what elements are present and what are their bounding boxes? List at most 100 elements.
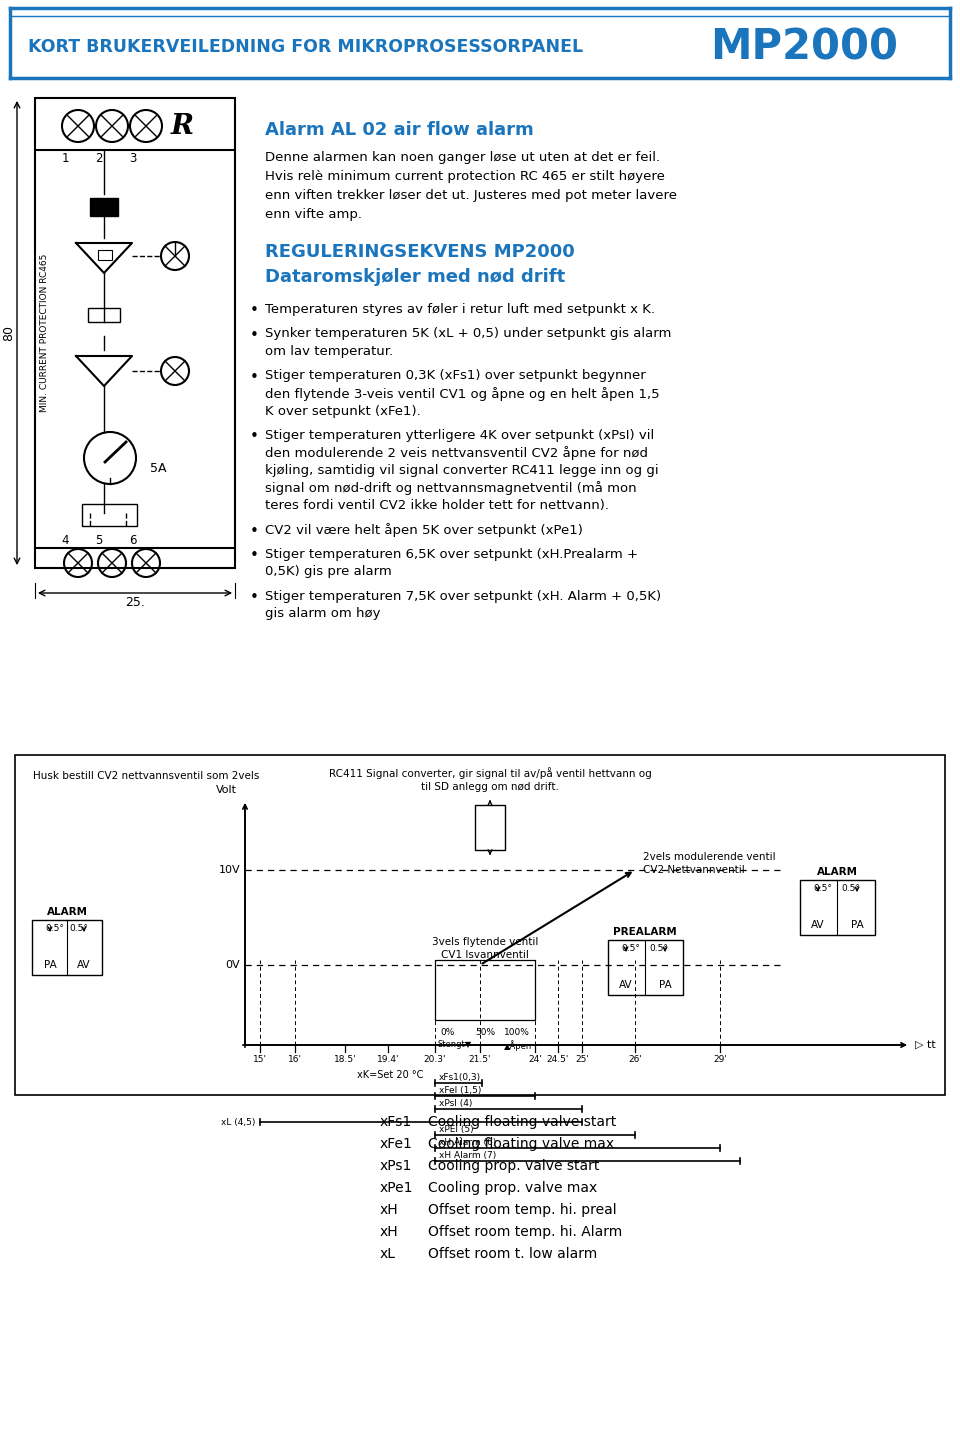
Bar	[82, 504, 137, 526]
Text: 29': 29'	[713, 1055, 727, 1063]
Text: xFe1: xFe1	[380, 1137, 413, 1151]
Text: 0.5°: 0.5°	[813, 884, 832, 892]
Text: 1: 1	[61, 151, 69, 164]
Text: 3vels flytende ventil: 3vels flytende ventil	[432, 937, 539, 947]
Text: Stiger temperaturen 0,3K (xFs1) over setpunkt begynner: Stiger temperaturen 0,3K (xFs1) over set…	[265, 369, 646, 382]
Text: 6: 6	[130, 535, 136, 547]
Bar	[90, 198, 118, 216]
Bar	[15, 754, 945, 1095]
Text: Stiger temperaturen 7,5K over setpunkt (xH. Alarm + 0,5K): Stiger temperaturen 7,5K over setpunkt (…	[265, 591, 661, 604]
Text: 0.5°: 0.5°	[650, 944, 668, 953]
Text: PREALARM: PREALARM	[613, 927, 677, 937]
Text: Volt: Volt	[216, 785, 237, 795]
Text: •: •	[250, 303, 259, 318]
Text: 24.5': 24.5'	[547, 1055, 569, 1063]
Text: enn vifte amp.: enn vifte amp.	[265, 208, 362, 221]
Text: ▲Åpen: ▲Åpen	[504, 1040, 532, 1050]
Text: xPsI (4): xPsI (4)	[439, 1099, 472, 1108]
Bar	[475, 805, 505, 851]
Text: AV: AV	[811, 920, 825, 930]
Text: 25': 25'	[575, 1055, 588, 1063]
Text: xH Alarm (7): xH Alarm (7)	[439, 1151, 496, 1160]
Text: ▷ tt: ▷ tt	[915, 1040, 936, 1050]
Text: 3: 3	[130, 151, 136, 164]
Text: 100%: 100%	[504, 1027, 530, 1038]
Text: 24': 24'	[528, 1055, 541, 1063]
Text: •: •	[250, 523, 259, 539]
Text: xK=Set 20 °C: xK=Set 20 °C	[357, 1071, 423, 1081]
Text: 0.5°: 0.5°	[842, 884, 860, 892]
Text: MP2000: MP2000	[710, 26, 898, 68]
Text: PA: PA	[659, 980, 671, 990]
Text: 16': 16'	[288, 1055, 302, 1063]
Text: den modulerende 2 veis nettvansventil CV2 åpne for nød: den modulerende 2 veis nettvansventil CV…	[265, 447, 648, 460]
Bar	[35, 98, 235, 568]
Text: 0.5°: 0.5°	[69, 924, 88, 933]
Text: Stengt▼: Stengt▼	[438, 1040, 472, 1049]
Text: CV2 vil være helt åpen 5K over setpunkt (xPe1): CV2 vil være helt åpen 5K over setpunkt …	[265, 523, 583, 537]
Text: gis alarm om høy: gis alarm om høy	[265, 608, 380, 621]
Text: 80: 80	[3, 325, 15, 341]
Bar	[32, 920, 102, 974]
Text: om lav temperatur.: om lav temperatur.	[265, 345, 394, 358]
Text: CV1 Isvannventil: CV1 Isvannventil	[441, 950, 529, 960]
Text: 50%: 50%	[475, 1027, 495, 1038]
Text: xL: xL	[380, 1247, 396, 1262]
Text: AV: AV	[619, 980, 633, 990]
Text: Offset room t. low alarm: Offset room t. low alarm	[428, 1247, 597, 1262]
Text: 0.5°: 0.5°	[45, 924, 64, 933]
Text: ALARM: ALARM	[46, 907, 87, 917]
Text: •: •	[250, 328, 259, 342]
Text: Denne alarmen kan noen ganger løse ut uten at det er feil.: Denne alarmen kan noen ganger løse ut ut…	[265, 151, 660, 164]
Text: xFs1(0,3): xFs1(0,3)	[439, 1073, 481, 1082]
Text: xPEl (5): xPEl (5)	[439, 1125, 473, 1134]
Text: 10V: 10V	[218, 865, 240, 875]
Text: Husk bestill CV2 nettvannsventil som 2vels: Husk bestill CV2 nettvannsventil som 2ve…	[33, 772, 259, 780]
Text: 4: 4	[61, 535, 69, 547]
Text: •: •	[250, 430, 259, 444]
Text: CV2 Nettvannventil: CV2 Nettvannventil	[643, 865, 745, 875]
Text: 2: 2	[95, 151, 103, 164]
Text: 15': 15'	[253, 1055, 267, 1063]
Text: til SD anlegg om nød drift.: til SD anlegg om nød drift.	[421, 782, 559, 792]
Text: Dataromskjøler med nød drift: Dataromskjøler med nød drift	[265, 267, 565, 286]
Text: 5: 5	[95, 535, 103, 547]
Bar	[435, 960, 535, 1020]
Text: xFs1: xFs1	[380, 1115, 412, 1129]
Text: K over setpunkt (xFe1).: K over setpunkt (xFe1).	[265, 404, 420, 418]
Text: ALARM: ALARM	[817, 867, 857, 877]
Text: Offset room temp. hi. preal: Offset room temp. hi. preal	[428, 1203, 616, 1217]
Text: Synker temperaturen 5K (xL + 0,5) under setpunkt gis alarm: Synker temperaturen 5K (xL + 0,5) under …	[265, 328, 671, 341]
Text: xPe1: xPe1	[380, 1181, 414, 1196]
Text: Hvis relè minimum current protection RC 465 er stilt høyere: Hvis relè minimum current protection RC …	[265, 170, 665, 182]
Text: den flytende 3-veis ventil CV1 og åpne og en helt åpen 1,5: den flytende 3-veis ventil CV1 og åpne o…	[265, 387, 660, 401]
Text: R: R	[171, 112, 194, 139]
Text: Cooling floating valve start: Cooling floating valve start	[428, 1115, 616, 1129]
Text: 5A: 5A	[150, 461, 166, 474]
Text: Cooling prop. valve start: Cooling prop. valve start	[428, 1160, 599, 1173]
Text: Stiger temperaturen ytterligere 4K over setpunkt (xPsI) vil: Stiger temperaturen ytterligere 4K over …	[265, 430, 655, 443]
Text: Offset room temp. hi. Alarm: Offset room temp. hi. Alarm	[428, 1224, 622, 1239]
Text: AV: AV	[77, 960, 91, 970]
Text: 0V: 0V	[226, 960, 240, 970]
Text: PA: PA	[43, 960, 57, 970]
Text: 18.5': 18.5'	[334, 1055, 356, 1063]
Text: signal om nød-drift og nettvannsmagnetventil (må mon: signal om nød-drift og nettvannsmagnetve…	[265, 481, 636, 496]
Text: 20.3': 20.3'	[423, 1055, 446, 1063]
Text: enn viften trekker løser det ut. Justeres med pot meter lavere: enn viften trekker løser det ut. Justere…	[265, 190, 677, 203]
Bar	[88, 308, 120, 322]
Text: 0,5K) gis pre alarm: 0,5K) gis pre alarm	[265, 566, 392, 579]
Text: •: •	[250, 591, 259, 605]
Text: Cooling prop. valve max: Cooling prop. valve max	[428, 1181, 597, 1196]
Text: PA: PA	[851, 920, 863, 930]
Text: •: •	[250, 369, 259, 385]
Text: xH Alarm (6): xH Alarm (6)	[439, 1138, 496, 1147]
Bar	[800, 879, 875, 935]
Text: kjøling, samtidig vil signal converter RC411 legge inn og gi: kjøling, samtidig vil signal converter R…	[265, 464, 659, 477]
Text: KORT BRUKERVEILEDNING FOR MIKROPROSESSORPANEL: KORT BRUKERVEILEDNING FOR MIKROPROSESSOR…	[28, 37, 583, 56]
Text: Temperaturen styres av føler i retur luft med setpunkt x K.: Temperaturen styres av føler i retur luf…	[265, 303, 655, 316]
Text: xH: xH	[380, 1224, 398, 1239]
Text: 2vels modulerende ventil: 2vels modulerende ventil	[643, 852, 776, 862]
Text: xFel (1,5): xFel (1,5)	[439, 1086, 481, 1095]
Text: xH: xH	[380, 1203, 398, 1217]
